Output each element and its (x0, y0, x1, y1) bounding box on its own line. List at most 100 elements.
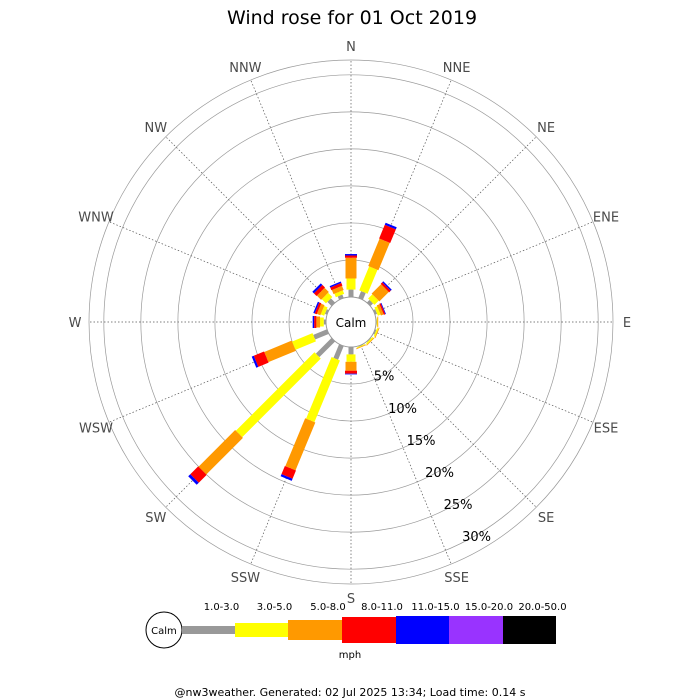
bar-segment-NE-3.0-5.0 (368, 294, 379, 305)
legend-label-3.0-5.0: 3.0-5.0 (257, 602, 292, 613)
percent-label: 20% (425, 466, 454, 481)
direction-labels: N NNE NE ENE E ESE SE SSE S SSW SW WSW W WNW NW NNW (69, 40, 632, 607)
grid-ring (214, 185, 488, 459)
speed-legend: Calm mph 1.0-3.0 3.0-5.0 5.0-8.0 8.0-11.0 11… (145, 602, 567, 661)
spoke-line (360, 344, 452, 565)
percent-label: 15% (407, 434, 436, 449)
bar-segment-SE-5.0-8.0 (366, 337, 375, 346)
bar-segment-NNW-5.0-8.0 (331, 285, 344, 295)
direction-label-ESE: ESE (594, 422, 619, 437)
bar-segment-NW-8.0-11.0 (313, 284, 325, 296)
bar-segment-NNW-11.0-15.0 (329, 281, 342, 288)
grid-ring (140, 111, 562, 533)
legend-label-5.0-8.0: 5.0-8.0 (310, 602, 345, 613)
calm-center-circle (325, 296, 377, 348)
bar-segment-WNW-3.0-5.0 (320, 306, 328, 316)
legend-swatch-1.0-3.0 (182, 626, 235, 634)
bar-segment-ESE-3.0-5.0 (373, 327, 379, 337)
bar-segment-NE-1.0-3.0 (366, 299, 374, 307)
percent-label: 5% (374, 370, 395, 385)
bar-segment-NE-8.0-11.0 (380, 282, 391, 293)
direction-label-SW: SW (145, 511, 166, 526)
direction-label-NNW: NNW (229, 61, 261, 76)
bar-segment-SSW-11.0-15.0 (280, 474, 293, 481)
percent-label: 10% (388, 402, 417, 417)
bar-segment-NNW-8.0-11.0 (330, 282, 343, 291)
spoke-line (250, 79, 342, 300)
direction-label-N: N (346, 40, 356, 55)
legend-label-15.0-20.0: 15.0-20.0 (465, 602, 513, 613)
bar-segment-WSW-5.0-8.0 (264, 340, 296, 363)
bar-segment-SSW-3.0-5.0 (306, 357, 340, 423)
bar-segment-ENE-3.0-5.0 (374, 306, 381, 316)
percent-label: 25% (444, 498, 473, 513)
legend-swatch-8.0-11.0 (342, 617, 396, 643)
bar-segment-NW-11.0-15.0 (312, 283, 323, 294)
legend-swatch-11.0-15.0 (396, 616, 449, 644)
wind-bars (188, 222, 397, 485)
direction-label-S: S (347, 592, 355, 607)
bar-segment-SW-11.0-15.0 (188, 474, 199, 485)
bar-segment-WSW-11.0-15.0 (251, 355, 259, 368)
grid-ring (103, 74, 599, 570)
bar-segment-SW-1.0-3.0 (315, 337, 336, 358)
bar-segment-WSW-1.0-3.0 (313, 329, 329, 340)
bar-segment-SW-8.0-11.0 (190, 466, 207, 483)
legend-label-11.0-15.0: 11.0-15.0 (411, 602, 459, 613)
bar-segment-SE-3.0-5.0 (366, 337, 374, 345)
spoke-line (368, 339, 537, 508)
bar-segment-NNE-3.0-5.0 (359, 266, 378, 294)
spoke-line (108, 221, 329, 313)
bar-segment-WNW-5.0-8.0 (316, 303, 325, 316)
bar-segment-SW-5.0-8.0 (198, 430, 243, 475)
direction-label-SE: SE (538, 511, 554, 526)
bar-segment-NNE-1.0-3.0 (358, 291, 366, 300)
legend-calm-label: Calm (151, 626, 177, 637)
bar-segment-SSW-8.0-11.0 (281, 465, 296, 479)
legend-swatch-5.0-8.0 (288, 620, 342, 640)
bar-segment-NNE-11.0-15.0 (384, 222, 397, 230)
bar-segment-SW-3.0-5.0 (235, 352, 321, 438)
direction-label-NE: NE (537, 121, 555, 136)
grid-outer-ring (88, 59, 614, 585)
spoke-line (165, 136, 334, 305)
legend-label-1.0-3.0: 1.0-3.0 (204, 602, 239, 613)
direction-label-SSE: SSE (444, 571, 469, 586)
spoke-line (373, 221, 594, 313)
bar-segment-WSW-3.0-5.0 (291, 333, 316, 350)
bar-segment-ENE-5.0-8.0 (376, 304, 384, 316)
percent-labels: 5% 10% 15% 20% 25% 30% (374, 370, 491, 545)
legend-label-8.0-11.0: 8.0-11.0 (361, 602, 403, 613)
spoke-line (373, 331, 594, 423)
bar-segment-NNE-8.0-11.0 (379, 224, 396, 244)
bar-segment-NNE-5.0-8.0 (368, 238, 390, 271)
bar-segment-NE-5.0-8.0 (371, 284, 389, 302)
direction-label-WNW: WNW (78, 210, 114, 225)
legend-swatch-20.0-50.0 (503, 616, 556, 644)
bar-segment-WNW-11.0-15.0 (313, 301, 320, 314)
legend-swatch-3.0-5.0 (235, 623, 288, 637)
direction-label-WSW: WSW (79, 422, 113, 437)
legend-unit-label: mph (339, 650, 361, 661)
legend-swatch-15.0-20.0 (449, 616, 503, 644)
bar-segment-WSW-8.0-11.0 (253, 351, 269, 367)
calm-circle: Calm (325, 296, 377, 348)
bar-segment-NW-5.0-8.0 (316, 287, 329, 300)
bar-segment-NE-11.0-15.0 (382, 281, 392, 291)
footer-text: @nw3weather. Generated: 02 Jul 2025 13:3… (175, 686, 526, 699)
percent-label: 30% (462, 530, 491, 545)
direction-label-NW: NW (145, 121, 168, 136)
calm-label: Calm (336, 316, 367, 330)
bar-segment-NNW-3.0-5.0 (334, 290, 345, 298)
chart-title: Wind rose for 01 Oct 2019 (227, 7, 477, 29)
direction-label-NNE: NNE (443, 61, 471, 76)
direction-label-ENE: ENE (593, 210, 619, 225)
bar-segment-ENE-8.0-11.0 (379, 303, 386, 315)
bar-segment-SSW-5.0-8.0 (285, 418, 316, 471)
direction-label-E: E (623, 316, 631, 331)
bar-segment-NW-1.0-3.0 (327, 298, 336, 307)
bar-segment-WNW-8.0-11.0 (314, 302, 322, 315)
direction-label-W: W (69, 316, 82, 331)
spoke-line (368, 136, 537, 305)
